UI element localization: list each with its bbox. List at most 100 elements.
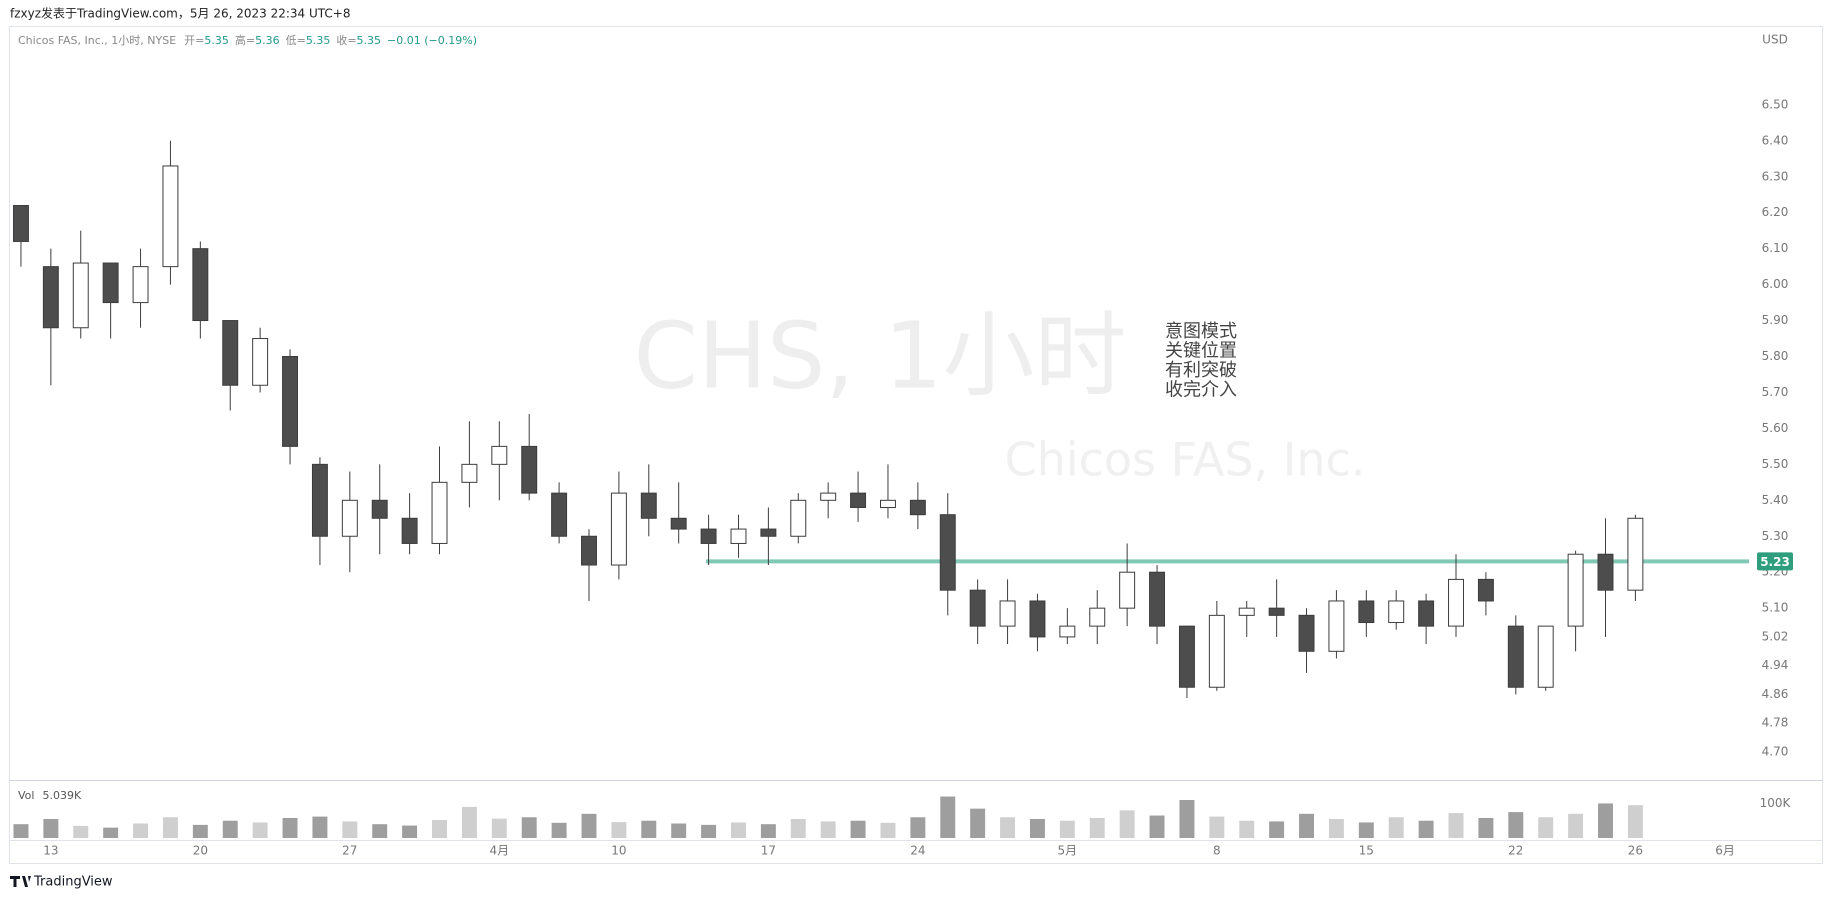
y-tick-label: 6.40: [1762, 133, 1789, 147]
candle-body: [909, 499, 926, 516]
candle-body: [431, 481, 448, 544]
volume-bar: [1478, 817, 1494, 838]
watermark-subtitle: Chicos FAS, Inc.: [1005, 433, 1366, 487]
candle-body: [1149, 571, 1166, 627]
y-tick-label: 5.10: [1762, 601, 1789, 615]
volume-bar: [970, 808, 986, 838]
volume-bar: [940, 796, 956, 838]
candle-body: [969, 589, 986, 627]
candle-body: [1029, 600, 1046, 638]
volume-bar: [1388, 817, 1404, 838]
candle-body: [1178, 625, 1195, 688]
y-tick-label: 4.94: [1762, 658, 1789, 672]
x-tick-label: 10: [611, 844, 626, 858]
volume-bar: [1059, 820, 1075, 838]
y-tick-label: 5.70: [1762, 385, 1789, 399]
candle-body: [222, 320, 239, 386]
volume-bar: [1418, 820, 1434, 838]
volume-bar: [1179, 800, 1195, 838]
candle-body: [1537, 625, 1554, 688]
legend-label: 开=: [184, 34, 204, 47]
x-tick-label: 13: [43, 844, 58, 858]
volume-bar: [43, 819, 59, 838]
candle-body: [162, 165, 179, 268]
x-tick-label: 27: [342, 844, 357, 858]
legend-label: 高=: [235, 33, 255, 47]
x-tick-label: 4月: [489, 844, 509, 858]
annotation: 有利突破: [1165, 360, 1237, 381]
candle-body: [311, 463, 328, 537]
x-tick-label: 5月: [1058, 844, 1078, 858]
candle-body: [551, 492, 568, 537]
volume-bar: [73, 825, 89, 838]
volume-bar: [1358, 822, 1374, 838]
candle-body: [1567, 553, 1584, 627]
candle-body: [999, 600, 1016, 627]
candle-body: [12, 205, 29, 242]
x-tick-label: 26: [1628, 844, 1643, 858]
y-tick-label: 5.40: [1762, 493, 1789, 507]
y-tick-label: 5.80: [1762, 349, 1789, 363]
volume-last: 5.039K: [42, 789, 81, 802]
logo: TradingView: [10, 875, 113, 890]
volume-bar: [760, 824, 776, 838]
currency: USD: [1762, 33, 1788, 47]
candle-body: [1298, 614, 1315, 652]
candle-body: [1597, 553, 1614, 591]
volume-bar: [13, 824, 29, 838]
volume-bar: [701, 824, 717, 838]
legend-value: 5.35: [204, 34, 229, 47]
volume-bar: [342, 821, 358, 838]
candle-body: [1477, 578, 1494, 602]
annotation: 收完介入: [1165, 380, 1237, 401]
volume-bar: [252, 822, 268, 838]
volume-bar: [1328, 819, 1344, 838]
volume-bar: [461, 806, 477, 838]
volume-bar: [820, 821, 836, 838]
logo-mark: [10, 876, 31, 887]
volume-bar: [671, 823, 687, 838]
candle-body: [1418, 600, 1435, 627]
level-label: 5.23: [1760, 555, 1790, 569]
candle-body: [730, 528, 747, 544]
candle-body: [1388, 600, 1405, 624]
volume-label: Vol: [18, 789, 34, 802]
volume-tick-label: 100K: [1760, 796, 1792, 810]
volume-bar: [103, 827, 119, 838]
volume-bar: [1239, 820, 1255, 838]
volume-bar: [1538, 817, 1554, 838]
volume-bar: [1000, 817, 1016, 838]
candle-body: [700, 528, 717, 544]
candle-body: [1268, 607, 1285, 616]
candle-body: [1059, 625, 1076, 638]
volume-bar: [312, 816, 328, 838]
legend-title: Chicos FAS, Inc., 1小时, NYSE: [18, 34, 176, 47]
volume-bar: [1089, 817, 1105, 838]
candle-body: [132, 266, 149, 304]
volume-bar: [372, 824, 388, 838]
candle-body: [461, 463, 478, 483]
x-tick-label: 22: [1508, 844, 1523, 858]
candle-body: [72, 262, 89, 329]
candle-body: [640, 492, 657, 519]
candle-body: [670, 517, 687, 530]
volume-bar: [910, 817, 926, 838]
volume-bar: [551, 822, 567, 838]
y-tick-label: 5.60: [1762, 421, 1789, 435]
x-tick-label: 20: [193, 844, 208, 858]
candle-body: [610, 492, 627, 566]
candle-body: [521, 445, 538, 494]
volume-bar: [521, 817, 537, 838]
candle-body: [371, 499, 388, 519]
volume-bar: [581, 813, 597, 838]
legend-label: 低=: [286, 34, 306, 47]
candle-body: [401, 517, 418, 544]
candle-body: [1507, 625, 1524, 688]
volume-bar: [1209, 816, 1225, 838]
y-tick-label: 5.50: [1762, 457, 1789, 471]
candle-body: [1627, 517, 1644, 591]
annotation: 意图模式: [1165, 321, 1237, 342]
volume-bar: [1029, 819, 1045, 838]
candle-body: [1328, 600, 1345, 652]
